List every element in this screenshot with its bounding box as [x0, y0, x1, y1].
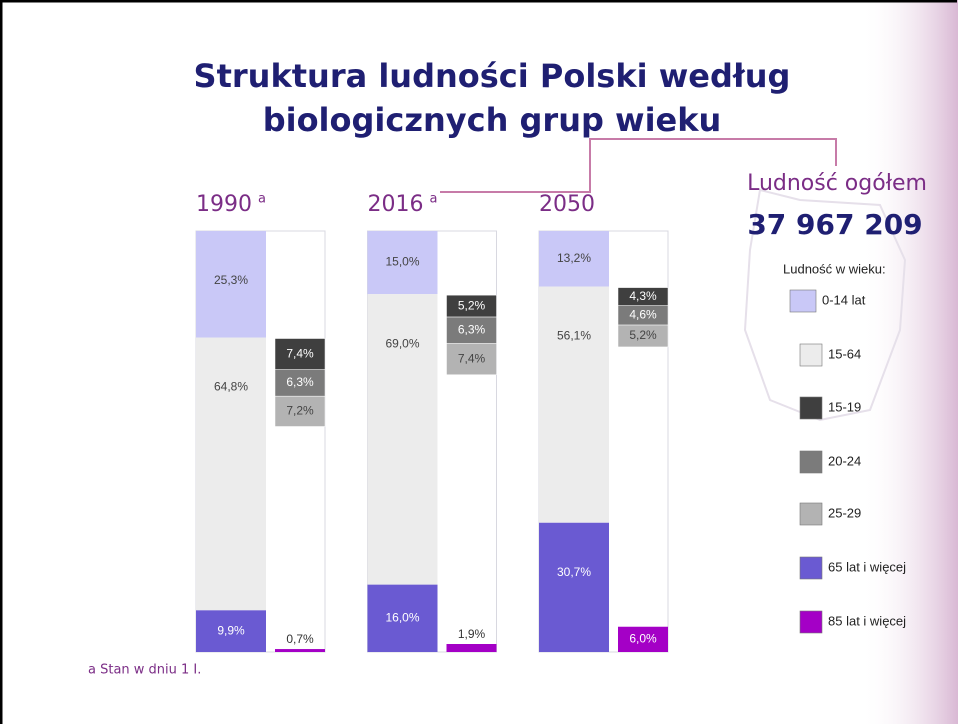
legend-label: 15-64 [828, 346, 861, 361]
bar-segment [196, 231, 266, 338]
x-tick-label: 1990 [196, 192, 252, 217]
x-tick-label: 2016 [368, 192, 424, 217]
title-line: biologicznych grup wieku [263, 101, 722, 139]
legend-swatch [799, 343, 823, 367]
value-label: 25,3% [214, 273, 248, 287]
value-label: 15,0% [385, 255, 419, 269]
value-label: 6,0% [629, 632, 657, 646]
value-label: 5,2% [629, 328, 657, 342]
bar-segment [446, 316, 497, 344]
value-label: 7,4% [286, 346, 314, 360]
value-label: 1,9% [458, 627, 486, 641]
side-decoration [860, 0, 958, 724]
category-mark: a [258, 192, 266, 207]
bar-segment [274, 395, 326, 427]
value-label: 6,3% [458, 322, 486, 336]
bar-segment [446, 644, 497, 652]
bar-segment [196, 610, 266, 652]
bar-segment [367, 584, 438, 652]
bar-segment [274, 338, 326, 370]
bar-segment [539, 231, 609, 287]
bar-segment [196, 337, 266, 611]
value-label: 6,3% [286, 375, 314, 389]
bar-segment [446, 343, 497, 375]
connector [440, 138, 837, 193]
bar-segment [274, 369, 326, 397]
value-label: 69,0% [385, 336, 419, 350]
legend-label: 85 lat i więcej [828, 613, 906, 628]
value-label: 9,9% [217, 623, 245, 637]
value-label: 7,2% [286, 404, 314, 418]
bar-segment [539, 522, 609, 652]
legend-swatch [789, 289, 817, 313]
legend-label: 20-24 [828, 453, 861, 468]
bar-segment [275, 649, 325, 652]
category-mark: a [430, 192, 438, 207]
value-label: 56,1% [557, 329, 591, 343]
footnote: a Stan w dniu 1 I. [88, 663, 201, 678]
value-label: 16,0% [385, 610, 419, 624]
legend-swatch [799, 610, 823, 634]
legend-label: 65 lat i więcej [828, 559, 906, 574]
bar-segment [367, 294, 438, 585]
total-value: 37 967 209 [747, 208, 922, 241]
bar-segment [539, 286, 609, 523]
legend-swatch [799, 502, 823, 526]
legend-swatch [799, 450, 823, 474]
legend-label: 0-14 lat [822, 292, 866, 307]
bar-segment [618, 626, 668, 652]
map-outline [743, 188, 907, 422]
value-label: 4,6% [629, 308, 657, 322]
x-tick-label: 2050 [539, 192, 595, 217]
bar-segment [617, 324, 669, 348]
legend-label: 25-29 [828, 505, 861, 520]
legend-label: 15-19 [828, 399, 861, 414]
value-label: 13,2% [557, 251, 591, 265]
value-label: 30,7% [557, 565, 591, 579]
title-line: Struktura ludności Polski według [194, 57, 791, 95]
bar-segment [367, 231, 438, 295]
legend-swatch [799, 396, 823, 420]
value-label: 5,2% [458, 298, 486, 312]
legend-swatch [799, 556, 823, 580]
value-label: 64,8% [214, 380, 248, 394]
total-label: Ludność ogółem [747, 171, 927, 196]
legend-title: Ludność w wieku: [783, 261, 886, 276]
value-label: 7,4% [458, 351, 486, 365]
value-label: 4,3% [629, 289, 657, 303]
value-label: 0,7% [286, 632, 314, 646]
